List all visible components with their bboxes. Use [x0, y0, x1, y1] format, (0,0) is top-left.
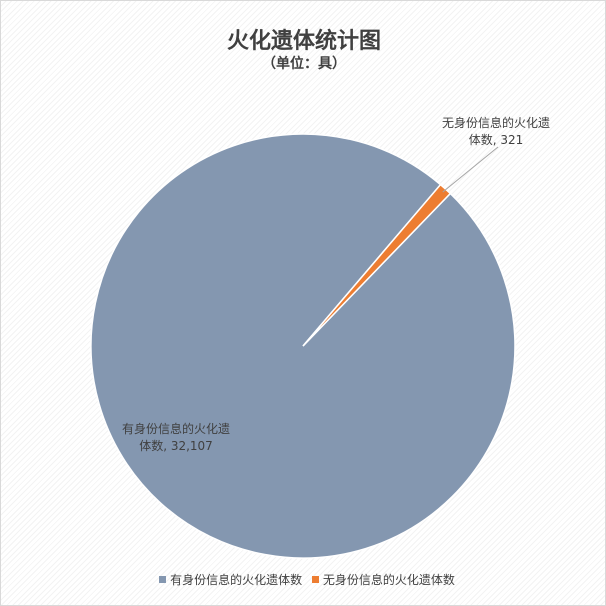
- legend-swatch-unidentified: [311, 576, 319, 583]
- legend-label: 无身份信息的火化遗体数: [322, 573, 455, 587]
- data-label-line: 体数, 321: [468, 133, 524, 147]
- chart-subtitle: （单位：具）: [262, 56, 346, 72]
- legend-swatch-identified: [159, 576, 167, 583]
- data-label-line: 无身份信息的火化遗: [441, 116, 550, 130]
- chart-title: 火化遗体统计图: [226, 29, 381, 54]
- data-label-identified: 有身份信息的火化遗 体数, 32,107: [101, 421, 251, 455]
- data-label-line: 有身份信息的火化遗: [121, 422, 230, 436]
- leader-line: [442, 146, 499, 193]
- data-label-line: 体数, 32,107: [139, 439, 213, 453]
- legend: 有身份信息的火化遗体数 无身份信息的火化遗体数: [1, 571, 605, 588]
- data-label-unidentified: 无身份信息的火化遗 体数, 321: [421, 115, 571, 149]
- legend-label: 有身份信息的火化遗体数: [170, 573, 303, 587]
- pie-slice-1: [302, 183, 452, 347]
